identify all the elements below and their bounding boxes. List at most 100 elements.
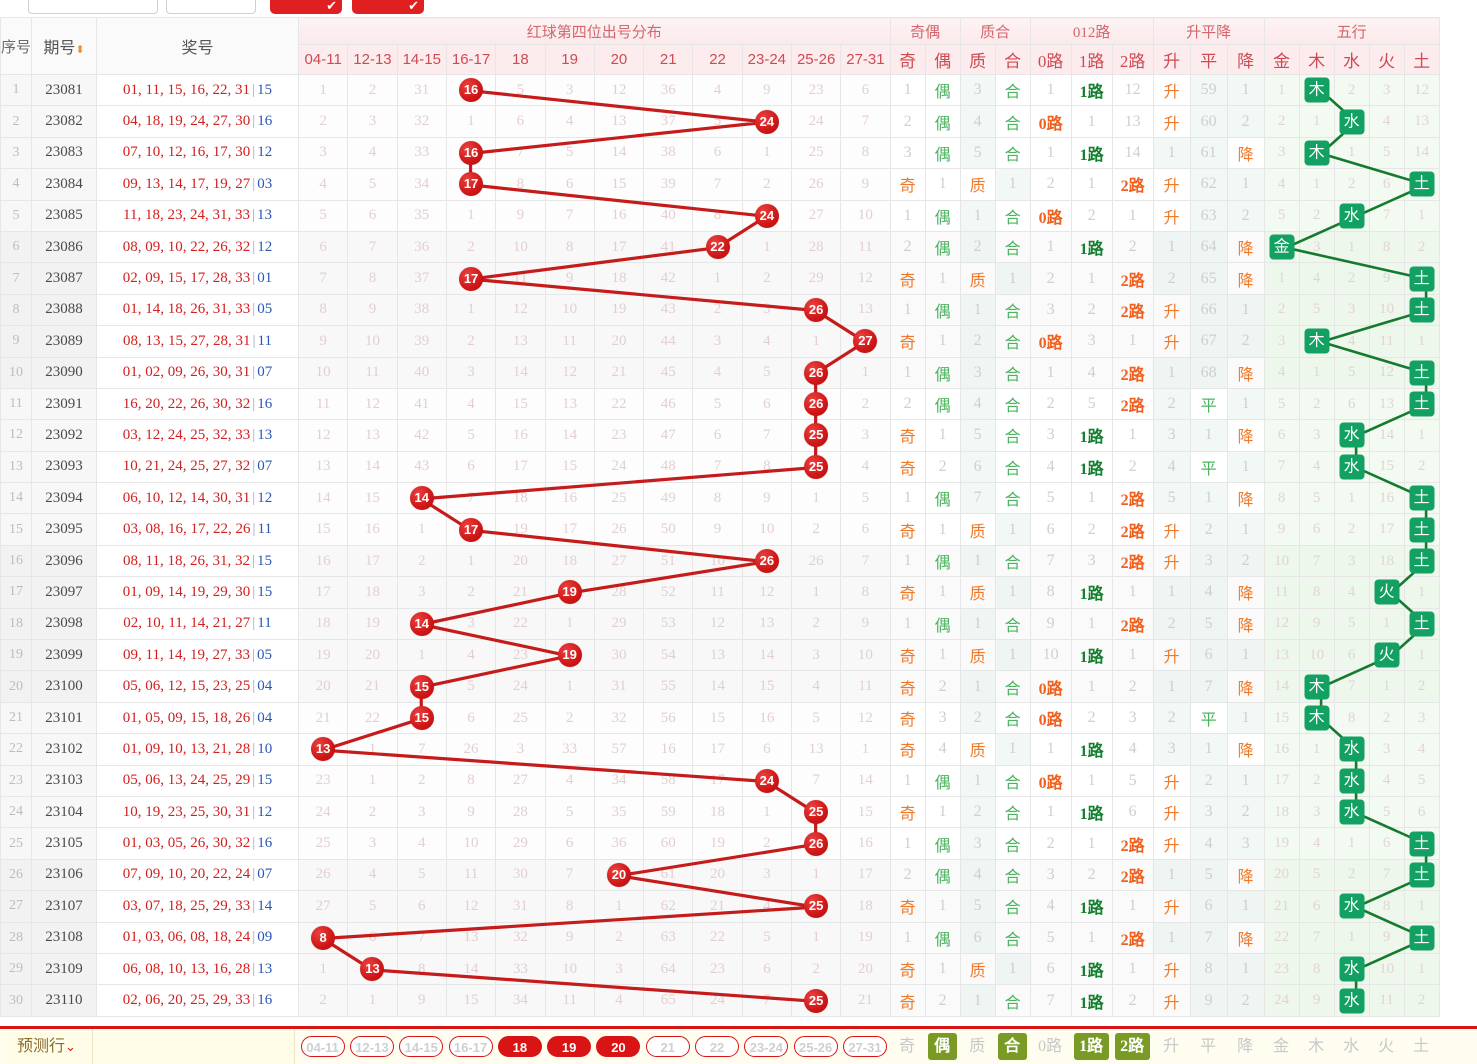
dist-miss-cell: 17 — [544, 513, 595, 546]
prediction-attr-11[interactable]: 木 — [1308, 1038, 1325, 1055]
prediction-attr-14[interactable]: 土 — [1413, 1038, 1430, 1055]
row-period[interactable]: 23095 — [31, 513, 98, 546]
header-dist-col-7[interactable]: 21 — [643, 44, 694, 75]
header-dist-col-11[interactable]: 27-31 — [840, 44, 891, 75]
row-period[interactable]: 23100 — [31, 670, 98, 703]
header-wuxing-3[interactable]: 火 — [1368, 44, 1405, 75]
prediction-attr-10[interactable]: 金 — [1273, 1038, 1290, 1055]
prediction-attr-6[interactable]: 2路 — [1114, 1033, 1150, 1060]
header-dist-col-9[interactable]: 23-24 — [741, 44, 792, 75]
road012-cell-value: 1路 — [1079, 241, 1104, 259]
header-wuxing-4[interactable]: 土 — [1403, 44, 1440, 75]
row-period[interactable]: 23107 — [31, 890, 98, 923]
row-period[interactable]: 23102 — [31, 733, 98, 766]
header-dist-col-2[interactable]: 14-15 — [396, 44, 447, 75]
header-dist-col-10[interactable]: 25-26 — [790, 44, 842, 75]
prediction-chip-3[interactable]: 16-17 — [448, 1036, 493, 1057]
row-period[interactable]: 23106 — [31, 858, 98, 892]
row-period[interactable]: 23093 — [31, 450, 98, 484]
prediction-attr-5[interactable]: 1路 — [1073, 1033, 1109, 1060]
prediction-attr-8[interactable]: 平 — [1200, 1038, 1217, 1055]
road012-cell-1: 1路 — [1070, 576, 1113, 609]
header-wuxing-2[interactable]: 水 — [1333, 44, 1370, 75]
prediction-label[interactable]: 预测行⌄ — [1, 1029, 93, 1064]
row-period[interactable]: 23110 — [31, 984, 98, 1017]
row-period[interactable]: 23101 — [31, 701, 98, 735]
prediction-chip-8[interactable]: 22 — [695, 1036, 740, 1057]
row-period[interactable]: 23097 — [31, 576, 98, 609]
row-period[interactable]: 23092 — [31, 419, 98, 452]
number-ball: 24 — [754, 768, 779, 793]
number-ball: 15 — [409, 674, 434, 699]
header-wuxing-1[interactable]: 木 — [1298, 44, 1335, 75]
header-dist-col-3[interactable]: 16-17 — [445, 44, 497, 75]
row-period[interactable]: 23098 — [31, 607, 98, 641]
row-period[interactable]: 23090 — [31, 356, 98, 389]
filter-select-1[interactable] — [28, 0, 158, 14]
row-period[interactable]: 23084 — [31, 168, 98, 201]
row-period[interactable]: 23089 — [31, 325, 98, 358]
sort-arrows-icon[interactable]: ⬍ — [75, 44, 85, 56]
action-button-2[interactable]: ✔ — [352, 0, 424, 14]
header-dist-col-6[interactable]: 20 — [593, 44, 645, 75]
prediction-chip-0[interactable]: 04-11 — [300, 1036, 345, 1057]
header-riseflatfall-0[interactable]: 升 — [1152, 44, 1191, 75]
row-period[interactable]: 23094 — [31, 482, 98, 515]
header-dist-col-0[interactable]: 04-11 — [298, 44, 349, 75]
oddeven-cell-1: 偶 — [924, 230, 961, 264]
header-012road-0[interactable]: 0路 — [1029, 44, 1072, 75]
header-riseflatfall-1[interactable]: 平 — [1189, 44, 1228, 75]
header-oddeven-1[interactable]: 偶 — [924, 44, 961, 75]
prediction-chip-11[interactable]: 27-31 — [842, 1036, 887, 1057]
prediction-attr-1[interactable]: 偶 — [927, 1033, 957, 1060]
header-dist-col-1[interactable]: 12-13 — [347, 44, 398, 75]
row-period[interactable]: 23099 — [31, 639, 98, 672]
prediction-chip-9[interactable]: 23-24 — [744, 1036, 789, 1057]
prediction-chip-4[interactable]: 18 — [497, 1036, 542, 1057]
prediction-attr-0[interactable]: 奇 — [899, 1038, 916, 1055]
header-wuxing-0[interactable]: 金 — [1263, 44, 1300, 75]
chevron-down-double-icon[interactable]: ⌄ — [65, 1039, 76, 1054]
row-period[interactable]: 23103 — [31, 764, 98, 797]
row-period[interactable]: 23082 — [31, 105, 98, 138]
prediction-attr-9[interactable]: 降 — [1237, 1038, 1254, 1055]
header-dist-col-5[interactable]: 19 — [544, 44, 595, 75]
prediction-attr-13[interactable]: 火 — [1378, 1038, 1395, 1055]
action-button-1[interactable]: ✔ — [270, 0, 342, 14]
header-dist-col-8[interactable]: 22 — [692, 44, 743, 75]
header-dist-col-4[interactable]: 18 — [495, 44, 546, 75]
prediction-chip-7[interactable]: 21 — [645, 1036, 690, 1057]
row-period[interactable]: 23086 — [31, 230, 98, 264]
row-period[interactable]: 23088 — [31, 293, 98, 327]
prediction-attr-4[interactable]: 0路 — [1038, 1038, 1063, 1055]
filter-select-2[interactable] — [166, 0, 256, 14]
row-period[interactable]: 23108 — [31, 921, 98, 954]
prediction-attr-3[interactable]: 合 — [997, 1033, 1027, 1060]
header-012road-1[interactable]: 1路 — [1070, 44, 1113, 75]
row-period[interactable]: 23096 — [31, 544, 98, 578]
row-period[interactable]: 23109 — [31, 952, 98, 986]
prediction-chip-6[interactable]: 20 — [596, 1036, 641, 1057]
header-012road-2[interactable]: 2路 — [1111, 44, 1154, 75]
primecomp-cell-1: 1 — [994, 952, 1031, 986]
prediction-attr-7[interactable]: 升 — [1163, 1038, 1180, 1055]
oddeven-cell-0: 奇 — [889, 325, 926, 358]
row-period[interactable]: 23081 — [31, 73, 98, 107]
row-period[interactable]: 23083 — [31, 136, 98, 170]
prediction-chip-2[interactable]: 14-15 — [399, 1036, 444, 1057]
header-oddeven-0[interactable]: 奇 — [889, 44, 926, 75]
row-period[interactable]: 23104 — [31, 795, 98, 829]
row-period[interactable]: 23085 — [31, 199, 98, 232]
prediction-chip-10[interactable]: 25-26 — [793, 1036, 838, 1057]
prediction-attr-12[interactable]: 水 — [1343, 1038, 1360, 1055]
header-primecomposite-1[interactable]: 合 — [994, 44, 1031, 75]
header-primecomposite-0[interactable]: 质 — [959, 44, 996, 75]
row-period[interactable]: 23087 — [31, 262, 98, 295]
prediction-chip-5[interactable]: 19 — [547, 1036, 592, 1057]
row-period[interactable]: 23091 — [31, 387, 98, 421]
header-riseflatfall-2[interactable]: 降 — [1226, 44, 1265, 75]
row-period[interactable]: 23105 — [31, 827, 98, 860]
prediction-attr-2[interactable]: 质 — [969, 1038, 986, 1055]
table-row: 7 23087 02, 09, 15, 17, 28, 33 | 01 7 8 37 17 11 9… — [0, 262, 1440, 295]
prediction-chip-1[interactable]: 12-13 — [349, 1036, 394, 1057]
